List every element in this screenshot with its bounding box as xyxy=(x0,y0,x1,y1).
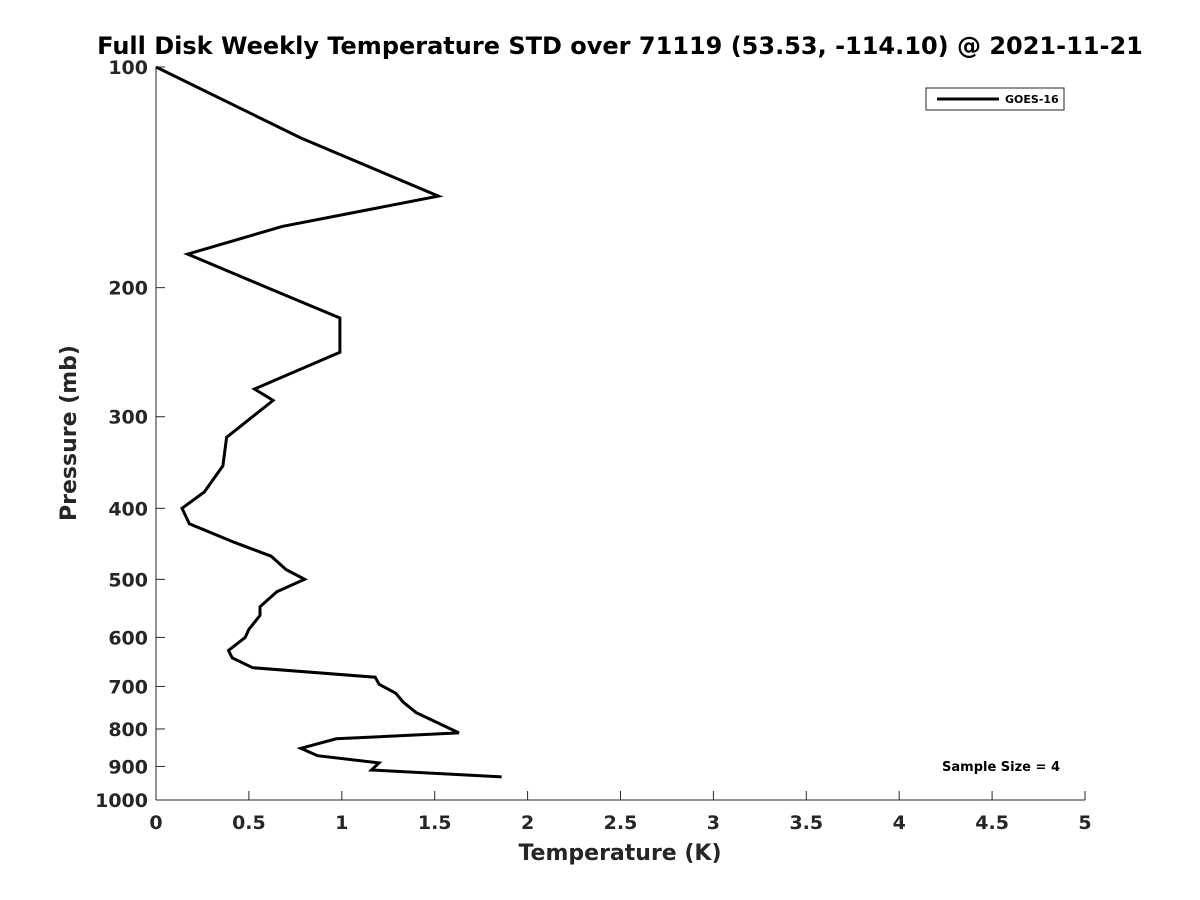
x-tick-label: 1 xyxy=(335,812,348,834)
y-axis-ticks: 100 200 300 400 500 600 700 800 900 1000 xyxy=(95,57,165,812)
x-axis-ticks: 0 0.5 1 1.5 2 2.5 3 3.5 4 4.5 5 xyxy=(149,791,1092,834)
legend-label-goes-16: GOES-16 xyxy=(1005,93,1059,106)
y-tick-label: 300 xyxy=(108,407,148,429)
sample-size-annotation: Sample Size = 4 xyxy=(942,760,1060,775)
x-tick-label: 2.5 xyxy=(604,812,638,834)
y-tick-label: 400 xyxy=(108,498,148,520)
y-axis-label: Pressure (mb) xyxy=(57,345,82,521)
x-tick-label: 4 xyxy=(893,812,906,834)
y-tick-label: 600 xyxy=(108,627,148,649)
x-tick-label: 4.5 xyxy=(975,812,1009,834)
x-tick-label: 5 xyxy=(1078,812,1091,834)
series-line-goes-16 xyxy=(155,65,502,779)
y-tick-label: 800 xyxy=(108,719,148,741)
x-axis-label: Temperature (K) xyxy=(518,841,721,866)
y-tick-label: 700 xyxy=(108,676,148,698)
x-tick-label: 1.5 xyxy=(418,812,452,834)
x-tick-label: 0.5 xyxy=(232,812,266,834)
x-tick-label: 3 xyxy=(707,812,720,834)
y-tick-label: 100 xyxy=(108,57,148,79)
y-tick-label: 900 xyxy=(108,756,148,778)
chart-title: Full Disk Weekly Temperature STD over 71… xyxy=(97,32,1143,60)
x-tick-label: 0 xyxy=(149,812,162,834)
y-tick-label: 200 xyxy=(108,278,148,300)
x-tick-label: 2 xyxy=(521,812,534,834)
legend: GOES-16 xyxy=(925,87,1065,111)
y-tick-label: 500 xyxy=(108,569,148,591)
y-tick-label: 1000 xyxy=(95,790,148,812)
series-layer xyxy=(155,65,502,779)
plot-area xyxy=(155,65,1085,801)
x-tick-label: 3.5 xyxy=(789,812,823,834)
